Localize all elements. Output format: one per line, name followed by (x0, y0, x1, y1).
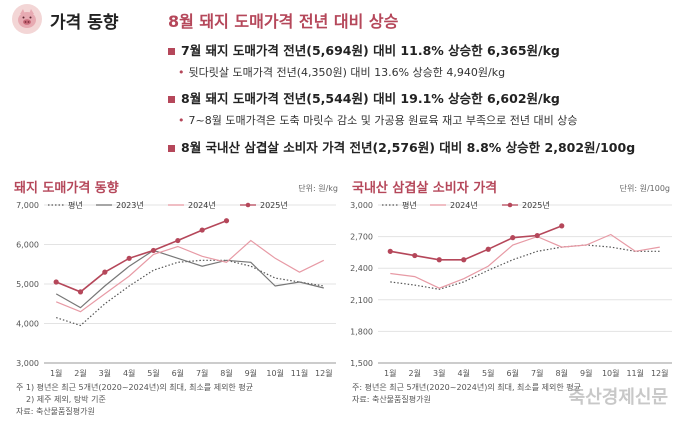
x-tick-label: 1월 (50, 368, 62, 378)
series-line (390, 233, 660, 289)
legend-label: 2024년 (450, 200, 478, 210)
right-chart-unit: 단위: 원/100g (619, 184, 670, 193)
y-tick-label: 3,000 (350, 201, 373, 210)
bullet-text: 8월 국내산 삼겹살 소비자 가격 전년(2,576원) 대비 8.8% 상승한… (181, 140, 636, 155)
series-line (55, 249, 324, 309)
data-point (175, 237, 181, 244)
data-point (102, 269, 108, 275)
bullet-marker (168, 48, 175, 55)
legend-label: 평년 (68, 200, 83, 210)
x-tick-label: 3월 (99, 368, 111, 378)
sub-bullet-marker: • (178, 66, 185, 79)
left-note-source: 자료: 축산물품질평가원 (16, 407, 95, 416)
bullet-hind-leg: • 뒷다릿살 도매가격 전년(4,350원) 대비 13.6% 상승한 4,940… (178, 64, 505, 80)
data-point (436, 257, 442, 263)
x-tick-label: 2월 (409, 368, 421, 378)
bullet-reason: • 7~8월 도매가격은 도축 마릿수 감소 및 가공용 원료육 재고 부족으로 … (178, 112, 578, 128)
bullet-text: 8월 돼지 도매가격 전년(5,544원) 대비 19.1% 상승한 6,602… (181, 91, 560, 106)
data-point (412, 252, 418, 259)
left-chart: 3,000 4,000 5,000 6,000 7,000 1월 2월 3월 4월 5월 6월 7월 8… (16, 200, 336, 378)
data-point (223, 218, 230, 224)
series-line (56, 259, 324, 327)
x-tick-label: 7월 (531, 368, 543, 378)
y-tick-label: 2,700 (350, 233, 373, 242)
bullet-marker (168, 96, 175, 103)
y-tick-label: 7,000 (16, 201, 39, 210)
headline: 8월 돼지 도매가격 전년 대비 상승 (168, 12, 399, 31)
bullet-pork-belly: 8월 국내산 삼겹살 소비자 가격 전년(2,576원) 대비 8.8% 상승한… (168, 137, 635, 156)
y-tick-label: 1,800 (350, 327, 373, 336)
legend-marker (507, 202, 513, 208)
x-tick-label: 8월 (556, 368, 568, 378)
y-tick-label: 2,400 (350, 264, 373, 273)
bullet-text: 뒷다릿살 도매가격 전년(4,350원) 대비 13.6% 상승한 4,940원… (188, 66, 506, 79)
data-point (150, 247, 157, 254)
x-tick-label: 9월 (245, 368, 257, 378)
pig-icon (12, 4, 42, 34)
data-point (53, 279, 59, 285)
right-chart: 1,500 1,800 2,100 2,400 2,700 3,000 1월 2월 3월 4월 5월… (350, 200, 672, 378)
legend-label: 2023년 (116, 200, 144, 210)
data-point (510, 235, 516, 241)
x-tick-label: 9월 (580, 368, 592, 378)
y-tick-label: 6,000 (16, 241, 39, 250)
series-line (390, 225, 563, 261)
legend-label: 2024년 (188, 200, 216, 210)
y-tick-label: 1,500 (350, 359, 373, 368)
x-tick-label: 2월 (74, 368, 86, 378)
data-point (77, 289, 84, 295)
legend-label: 2025년 (522, 200, 550, 210)
y-tick-label: 4,000 (16, 320, 39, 329)
series-line (55, 239, 325, 313)
right-chart-title: 국내산 삼겹살 소비자 가격 (352, 181, 498, 196)
x-tick-label: 12월 (315, 368, 333, 378)
x-tick-label: 6월 (172, 368, 184, 378)
x-tick-label: 5월 (482, 368, 494, 378)
x-tick-label: 7월 (196, 368, 208, 378)
x-tick-label: 1월 (384, 368, 396, 378)
data-point (559, 223, 565, 229)
data-point (461, 257, 467, 263)
watermark: 축산경제신문 (568, 387, 668, 408)
data-point (387, 248, 393, 254)
right-note-1: 주: 평년은 최근 5개년(2020~2024년)의 최대, 최소를 제외한 평… (352, 383, 581, 392)
data-point (199, 227, 205, 233)
left-note-1: 주 1) 평년은 최근 5개년(2020~2024년)의 최대, 최소를 제외한… (16, 383, 254, 392)
right-note-source: 자료: 축산물품질평가원 (352, 395, 431, 404)
section-title: 가격 동향 (50, 13, 119, 33)
x-tick-label: 3월 (433, 368, 445, 378)
legend-marker (245, 202, 251, 208)
y-tick-label: 5,000 (16, 280, 39, 289)
bullet-marker (168, 145, 175, 152)
x-tick-label: 5월 (147, 368, 159, 378)
x-tick-label: 11월 (626, 368, 644, 378)
x-tick-label: 10월 (266, 368, 284, 378)
bullet-text: 7~8월 도매가격은 도축 마릿수 감소 및 가공용 원료육 재고 부족으로 전… (188, 114, 578, 127)
data-point (534, 232, 540, 239)
x-tick-label: 11월 (291, 368, 309, 378)
y-tick-label: 2,100 (350, 296, 373, 305)
legend-label: 평년 (402, 200, 417, 210)
x-tick-label: 4월 (123, 368, 135, 378)
left-chart-unit: 단위: 원/kg (298, 184, 338, 193)
series-line (55, 219, 227, 293)
x-tick-label: 10월 (602, 368, 620, 378)
x-tick-label: 8월 (220, 368, 232, 378)
bullet-text: 7월 돼지 도매가격 전년(5,694원) 대비 11.8% 상승한 6,365… (181, 43, 560, 58)
sub-bullet-marker: • (178, 114, 185, 127)
legend-label: 2025년 (260, 200, 288, 210)
data-point (485, 246, 491, 252)
x-tick-label: 12월 (651, 368, 669, 378)
y-tick-label: 3,000 (16, 359, 39, 368)
series-line (390, 244, 660, 290)
left-note-2: 2) 제주 제외, 탕박 기준 (26, 395, 106, 404)
bullet-august-wholesale: 8월 돼지 도매가격 전년(5,544원) 대비 19.1% 상승한 6,602… (168, 88, 560, 107)
x-tick-label: 6월 (507, 368, 519, 378)
left-chart-title: 돼지 도매가격 동향 (14, 181, 119, 196)
x-tick-label: 4월 (458, 368, 470, 378)
data-point (126, 255, 132, 261)
bullet-july-wholesale: 7월 돼지 도매가격 전년(5,694원) 대비 11.8% 상승한 6,365… (168, 40, 560, 59)
